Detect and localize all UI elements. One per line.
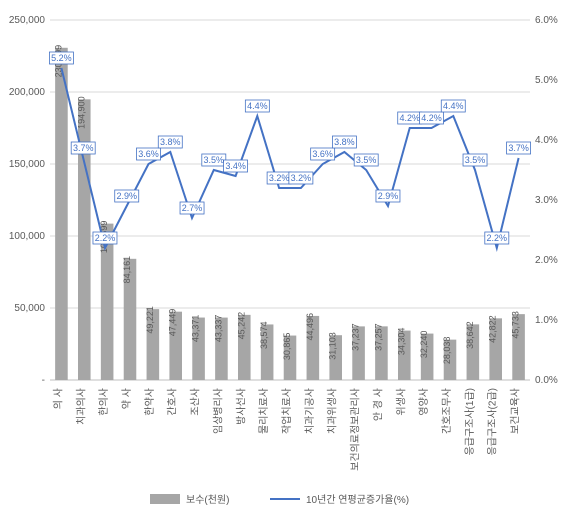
bar-value-label: 37,237 (351, 323, 361, 351)
pct-label: 5.2% (51, 53, 72, 63)
pct-label: 4.4% (443, 101, 464, 111)
x-category-label: 응급구조사(1급) (464, 388, 476, 455)
line-series (61, 68, 518, 248)
y-left-tick-label: 50,000 (14, 303, 45, 314)
bar-value-label: 31,103 (328, 332, 338, 360)
bar-value-label: 45,733 (511, 311, 521, 339)
y-left-tick-label: 250,000 (9, 15, 46, 26)
pct-label: 2.9% (116, 191, 137, 201)
legend-line-label: 10년간 연평균증가율(%) (306, 494, 409, 506)
x-category-label: 임상병리사 (211, 388, 224, 434)
pct-label: 3.8% (334, 137, 355, 147)
x-category-label: 조산사 (190, 388, 202, 416)
x-category-label: 응급구조사(2급) (487, 388, 499, 455)
y-left-tick-label: - (42, 375, 45, 386)
bar-value-label: 44,496 (305, 313, 315, 341)
x-category-label: 간호사 (167, 388, 179, 416)
pct-label: 3.5% (465, 155, 486, 165)
pct-label: 3.6% (138, 149, 159, 159)
pct-label: 2.2% (95, 233, 116, 243)
bar-value-label: 30,865 (282, 333, 292, 361)
bar-value-label: 38,574 (259, 321, 269, 349)
y-right-tick-label: 1.0% (535, 315, 558, 326)
x-category-label: 물리치료사 (258, 388, 270, 434)
bar-value-label: 43,371 (191, 315, 201, 343)
x-category-label: 간호조무사 (441, 388, 453, 434)
bar-value-label: 84,161 (122, 256, 132, 284)
bar-value-label: 34,304 (396, 328, 406, 356)
pct-label: 3.5% (356, 155, 377, 165)
y-left-tick-label: 100,000 (9, 231, 46, 242)
x-category-label: 안 경 사 (371, 388, 384, 421)
pct-label: 2.2% (487, 233, 508, 243)
y-right-tick-label: 5.0% (535, 75, 558, 86)
y-right-tick-label: 3.0% (535, 195, 558, 206)
x-category-label: 영양사 (418, 388, 430, 416)
x-category-label: 약 사 (121, 388, 133, 409)
bar-value-label: 47,449 (168, 309, 178, 337)
bar-value-label: 49,221 (145, 306, 155, 334)
x-category-label: 치과위생사 (326, 388, 339, 434)
bar-value-label: 43,337 (213, 315, 223, 343)
pct-label: 3.2% (269, 173, 290, 183)
x-category-label: 한약사 (144, 388, 156, 416)
legend-bar-swatch (150, 494, 180, 504)
bar-value-label: 194,900 (76, 96, 86, 129)
pct-label: 3.7% (73, 143, 94, 153)
pct-label: 3.4% (225, 161, 246, 171)
pct-label: 3.6% (312, 149, 333, 159)
y-left-tick-label: 150,000 (9, 159, 46, 170)
bar-value-label: 45,242 (236, 312, 246, 340)
y-right-tick-label: 6.0% (535, 15, 558, 26)
bar-value-label: 28,038 (442, 337, 452, 365)
y-right-tick-label: 2.0% (535, 255, 558, 266)
x-category-label: 방사선사 (235, 388, 247, 425)
pct-label: 3.2% (291, 173, 312, 183)
x-category-label: 한의사 (98, 388, 110, 416)
x-category-label: 작업치료사 (280, 388, 293, 434)
x-category-label: 의 사 (52, 388, 64, 409)
bar-value-label: 38,642 (465, 321, 475, 349)
bar-value-label: 32,240 (419, 331, 429, 359)
x-category-label: 치과기공사 (304, 388, 316, 434)
pct-label: 2.7% (182, 203, 203, 213)
pct-label: 4.2% (399, 113, 420, 123)
bar-value-label: 42,822 (488, 315, 498, 343)
pct-label: 3.8% (160, 137, 181, 147)
bar-value-label: 37,257 (373, 323, 383, 351)
x-category-label: 보건교육사 (510, 388, 522, 434)
pct-label: 2.9% (378, 191, 399, 201)
y-right-tick-label: 4.0% (535, 135, 558, 146)
x-category-label: 위생사 (394, 388, 407, 416)
x-category-label: 치과의사 (75, 388, 87, 425)
y-right-tick-label: 0.0% (535, 375, 558, 386)
x-category-label: 보건의료정보관리사 (350, 388, 362, 471)
legend-bar-label: 보수(천원) (186, 494, 229, 506)
pct-label: 3.7% (508, 143, 529, 153)
pct-label: 4.4% (247, 101, 268, 111)
combo-chart: - 50,000 100,000 150,000 200,000 250,000 0.0% 1… (0, 0, 580, 516)
bar (55, 48, 68, 380)
y-left-tick-label: 200,000 (9, 87, 46, 98)
pct-label: 3.5% (204, 155, 225, 165)
pct-label: 4.2% (421, 113, 442, 123)
